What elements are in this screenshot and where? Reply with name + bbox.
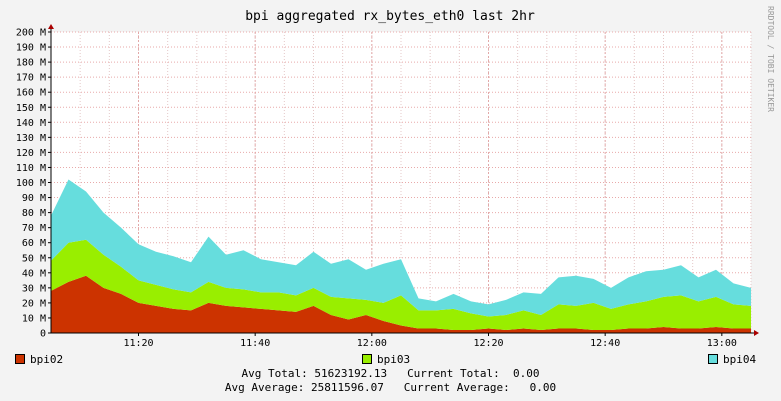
x-tick-label: 12:00 — [357, 338, 387, 349]
y-axis-arrow — [48, 24, 54, 29]
y-tick-label: 90 M — [22, 193, 46, 204]
current-average-label: Current Average: — [403, 381, 510, 394]
area-layer — [51, 179, 751, 333]
legend-swatch-bpi02 — [15, 354, 25, 364]
axis-layer — [48, 24, 759, 336]
y-tick-label: 170 M — [16, 73, 46, 84]
y-tick-label: 190 M — [16, 43, 46, 54]
avg-average-label: Avg Average: — [224, 381, 305, 394]
x-tick-label: 13:00 — [707, 338, 737, 349]
avg-total-label: Avg Total: — [241, 367, 308, 380]
legend-label-bpi03: bpi03 — [377, 352, 411, 366]
avg-total-value: 51623192.13 — [314, 367, 388, 380]
y-tick-label: 130 M — [16, 133, 46, 144]
legend-swatch-bpi03 — [362, 354, 372, 364]
x-axis-arrow — [754, 330, 759, 336]
legend-item-bpi03: bpi03 — [362, 352, 410, 366]
y-tick-label: 120 M — [16, 148, 46, 159]
y-tick-label: 40 M — [22, 268, 46, 279]
y-tick-label: 30 M — [22, 283, 46, 294]
y-tick-label: 100 M — [16, 178, 46, 189]
x-tick-label: 11:40 — [240, 338, 270, 349]
label-layer: 0 10 M 20 M 30 M 40 M 50 M 60 M 70 M 80 M 90 M 100… — [16, 28, 737, 350]
chart-title: bpi aggregated rx_bytes_eth0 last 2hr — [245, 9, 535, 24]
rrdtool-watermark: RRDTOOL / TOBI OETIKER — [766, 6, 775, 112]
y-tick-label: 70 M — [22, 223, 46, 234]
y-tick-label: 20 M — [22, 298, 46, 309]
x-tick-label: 11:20 — [123, 338, 153, 349]
y-tick-label: 0 — [40, 329, 46, 340]
series-area-bpi04 — [51, 179, 751, 317]
current-average-value: 0.00 — [529, 381, 557, 394]
y-tick-label: 50 M — [22, 253, 46, 264]
current-total-value: 0.00 — [513, 367, 540, 380]
y-tick-label: 80 M — [22, 208, 46, 219]
legend-label-bpi02: bpi02 — [30, 352, 64, 366]
y-tick-label: 160 M — [16, 88, 46, 99]
y-tick-label: 180 M — [16, 58, 46, 69]
y-tick-label: 200 M — [16, 28, 46, 39]
grid-layer — [50, 31, 752, 334]
stats-line-totals: Avg Total: 51623192.13 Current Total: 0.… — [0, 367, 781, 380]
legend-swatch-bpi04 — [708, 354, 718, 364]
stats-line-averages: Avg Average: 25811596.07 Current Average… — [0, 381, 781, 394]
x-tick-label: 12:40 — [590, 338, 620, 349]
y-tick-label: 150 M — [16, 103, 46, 114]
avg-average-value: 25811596.07 — [311, 381, 384, 394]
legend-item-bpi02: bpi02 — [15, 352, 63, 366]
y-tick-label: 60 M — [22, 238, 46, 249]
legend-label-bpi04: bpi04 — [723, 352, 757, 366]
y-tick-label: 10 M — [22, 313, 46, 324]
y-tick-label: 140 M — [16, 118, 46, 129]
series-area-bpi02 — [51, 275, 751, 333]
series-area-bpi03 — [51, 239, 751, 330]
legend-item-bpi04: bpi04 — [708, 352, 756, 366]
y-tick-label: 110 M — [16, 163, 46, 174]
x-tick-label: 12:20 — [473, 338, 503, 349]
current-total-label: Current Total: — [407, 367, 500, 380]
